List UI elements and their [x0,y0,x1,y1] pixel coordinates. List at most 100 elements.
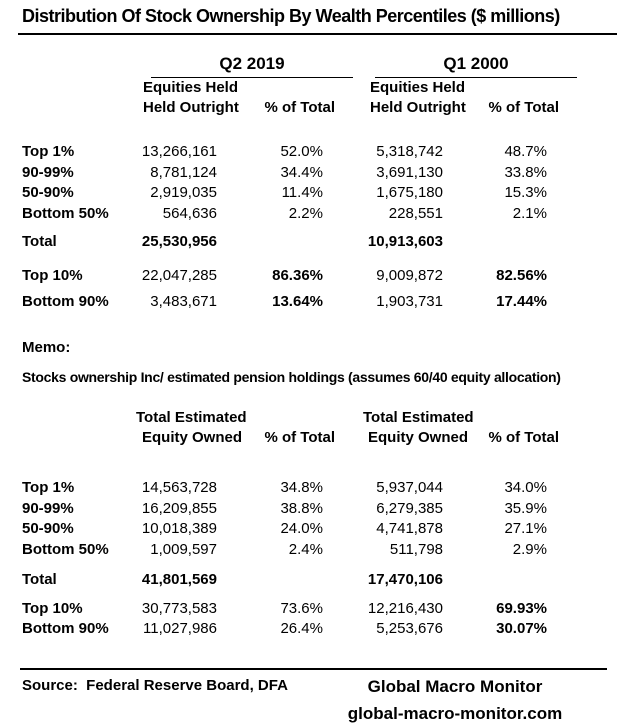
q2-pct: 26.4% [280,620,323,637]
row-label: 50-90% [22,520,74,537]
q1-total-value: 17,470,106 [367,571,443,588]
q2-value: 10,018,389 [141,520,217,537]
q2-pct: 34.4% [280,163,323,181]
table-row-top10: Top 10% 22,047,285 86.36% 9,009,872 82.5… [0,266,631,287]
q2-col-header-line1: Equities Held [143,79,239,96]
row-label: Bottom 50% [22,540,109,558]
q2-pct: 11.4% [281,184,323,201]
q2-value: 1,009,597 [150,540,217,558]
table-row-50-90: 50-90% 10,018,389 24.0% 4,741,878 27.1% [0,519,631,540]
q1-pct-header: % of Total [488,99,559,116]
table-row-top1: Top 1% 13,266,161 52.0% 5,318,742 48.7% [0,142,631,163]
q1-value: 6,279,385 [376,499,443,517]
q1-pct: 82.56% [496,266,547,284]
q2-col-header-line1: Total Estimated [136,409,247,426]
brand-name: Global Macro Monitor [367,677,543,696]
q1-total-value: 10,913,603 [367,233,443,250]
q1-value: 4,741,878 [376,520,443,537]
q1-value: 3,691,130 [376,163,443,181]
q1-value: 12,216,430 [367,599,443,617]
q2-total-value: 41,801,569 [141,571,217,588]
page-title: Distribution Of Stock Ownership By Wealt… [22,6,560,26]
q1-col-header-line2: Equity Owned [368,429,469,446]
table-row-90-99: 90-99% 8,781,124 34.4% 3,691,130 33.8% [0,163,631,184]
q2-total-value: 25,530,956 [141,233,217,250]
row-label: Top 10% [22,266,83,284]
q2-pct: 34.8% [280,479,323,496]
q1-pct: 2.9% [512,540,547,558]
memo-description: Stocks ownership Inc/ estimated pension … [22,369,561,385]
q2-pct: 73.6% [280,599,323,617]
q1-value: 1,903,731 [376,293,443,310]
row-label: Bottom 90% [22,293,109,310]
q1-pct-header: % of Total [488,429,559,446]
q1-value: 5,253,676 [376,620,443,637]
q2-col-header-line2: Equity Owned [142,429,243,446]
q2-value: 13,266,161 [141,143,217,160]
q2-value: 14,563,728 [141,479,217,496]
row-label: Bottom 90% [22,620,109,637]
estimated-equity-owned-table: Total Estimated Total Estimated Equity O… [0,408,631,640]
q1-pct: 34.0% [504,479,547,496]
row-label: Top 1% [22,479,75,496]
q1-value: 5,318,742 [376,143,443,160]
q2-pct: 86.36% [272,266,323,284]
q1-value: 1,675,180 [376,184,443,201]
q1-pct: 27.1% [504,520,547,537]
column-subheader-line2: Equity Owned % of Total Equity Owned % o… [0,428,631,448]
q2-pct-header: % of Total [264,429,335,446]
memo-label: Memo: [22,339,71,356]
q2-pct: 38.8% [280,499,323,517]
q2-value: 3,483,671 [150,293,217,310]
source-note: Source: Federal Reserve Board, DFA [22,677,288,694]
q1-pct: 35.9% [504,499,547,517]
q2-pct: 24.0% [280,520,323,537]
q2-pct: 52.0% [280,143,323,160]
row-label: Total [22,571,57,588]
period-header-q2-2019: Q2 2019 [151,52,353,78]
q1-value: 228,551 [388,204,443,222]
period-header-row: Q2 2019 Q1 2000 [0,52,631,78]
q1-col-header-line2: Held Outright [370,99,466,116]
table-row-bottom90: Bottom 90% 3,483,671 13.64% 1,903,731 17… [0,292,631,313]
row-label: Top 10% [22,599,83,617]
q2-value: 22,047,285 [141,266,217,284]
q2-value: 8,781,124 [150,163,217,181]
q1-value: 511,798 [389,540,443,558]
q1-pct: 15.3% [504,184,547,201]
q1-pct: 48.7% [504,143,547,160]
table-row-90-99: 90-99% 16,209,855 38.8% 6,279,385 35.9% [0,499,631,520]
table-row-bottom90: Bottom 90% 11,027,986 26.4% 5,253,676 30… [0,619,631,640]
table-row-50-90: 50-90% 2,919,035 11.4% 1,675,180 15.3% [0,183,631,204]
table-row-total: Total 41,801,569 17,470,106 [0,570,631,591]
table-row-bottom50: Bottom 50% 564,636 2.2% 228,551 2.1% [0,204,631,225]
q2-value: 30,773,583 [141,599,217,617]
q2-value: 564,636 [162,204,217,222]
brand-url: global-macro-monitor.com [347,704,563,723]
q2-pct: 2.2% [288,204,323,222]
column-subheader-line2: Held Outright % of Total Held Outright %… [0,98,631,118]
column-subheader-line1: Equities Held Equities Held [0,78,631,98]
row-label: 50-90% [22,184,74,201]
q1-pct: 69.93% [496,599,547,617]
q1-col-header-line1: Total Estimated [363,409,474,426]
title-underline [18,33,617,35]
row-label: Total [22,233,57,250]
q1-value: 5,937,044 [376,479,443,496]
column-subheader-line1: Total Estimated Total Estimated [0,408,631,428]
row-label: 90-99% [22,499,74,517]
table-row-top10: Top 10% 30,773,583 73.6% 12,216,430 69.9… [0,599,631,620]
table-row-top1: Top 1% 14,563,728 34.8% 5,937,044 34.0% [0,478,631,499]
row-label: Bottom 50% [22,204,109,222]
q2-value: 16,209,855 [141,499,217,517]
row-label: Top 1% [22,143,75,160]
q2-pct-header: % of Total [264,99,335,116]
brand-block: Global Macro Monitor global-macro-monito… [330,674,580,728]
q1-value: 9,009,872 [376,266,443,284]
q2-value: 2,919,035 [150,184,217,201]
table-row-total: Total 25,530,956 10,913,603 [0,232,631,253]
q2-value: 11,027,986 [143,620,217,637]
q2-pct: 2.4% [288,540,323,558]
q1-pct: 2.1% [512,204,547,222]
q2-pct: 13.64% [272,293,323,310]
